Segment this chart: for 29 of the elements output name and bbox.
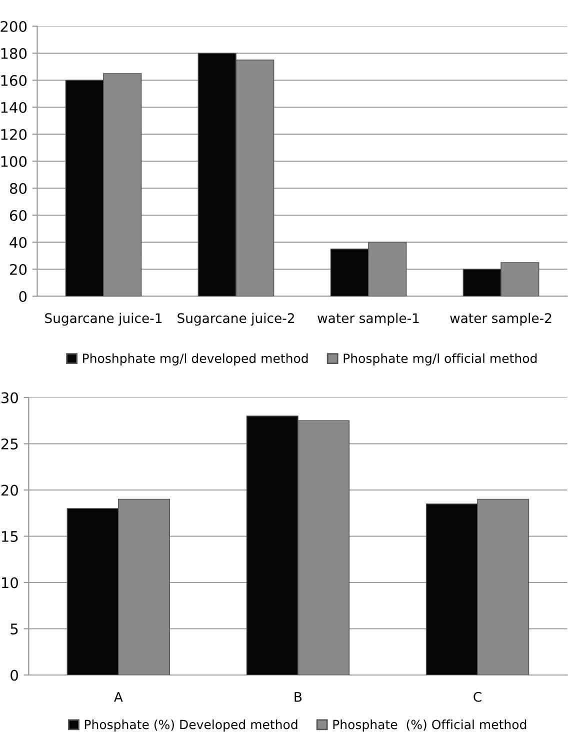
legend-label: Phosphate mg/l official method (344, 353, 537, 366)
legend-label: Phosphate (%) Developed method (84, 720, 298, 732)
y-tick-label: 160 (1, 74, 27, 86)
x-tick-label: A (114, 692, 123, 702)
y-tick-label: 20 (1, 484, 18, 496)
y-tick-label: 15 (2, 531, 18, 542)
y-tick-label: 180 (1, 48, 27, 59)
x-tick-label: C (474, 692, 482, 702)
y-tick-label: 5 (10, 624, 18, 634)
y-tick-label: 80 (10, 182, 27, 194)
y-tick-label: 200 (0, 20, 27, 32)
y-tick-label: 20 (10, 264, 27, 275)
y-tick-label: 0 (10, 670, 18, 681)
y-tick-label: 30 (1, 392, 18, 404)
y-tick-label: 0 (19, 290, 27, 302)
y-tick-label: 40 (10, 236, 27, 248)
x-tick-label: water sample-2 (450, 312, 552, 326)
y-tick-label: 25 (1, 438, 18, 450)
y-tick-label: 140 (1, 102, 27, 113)
legend-label: Phosphate (%) Official method (333, 720, 526, 732)
legend-label: Phoshphate mg/l developed method (83, 353, 308, 366)
x-tick-label: B (294, 692, 302, 702)
x-tick-label: Sugarcane juice-1 (45, 312, 162, 326)
y-tick-label: 10 (2, 577, 18, 588)
x-tick-label: water sample-1 (318, 312, 419, 326)
y-tick-label: 120 (1, 128, 27, 140)
x-tick-label: Sugarcane juice-2 (178, 312, 294, 326)
y-tick-label: 60 (10, 210, 27, 221)
y-tick-label: 100 (1, 156, 27, 167)
